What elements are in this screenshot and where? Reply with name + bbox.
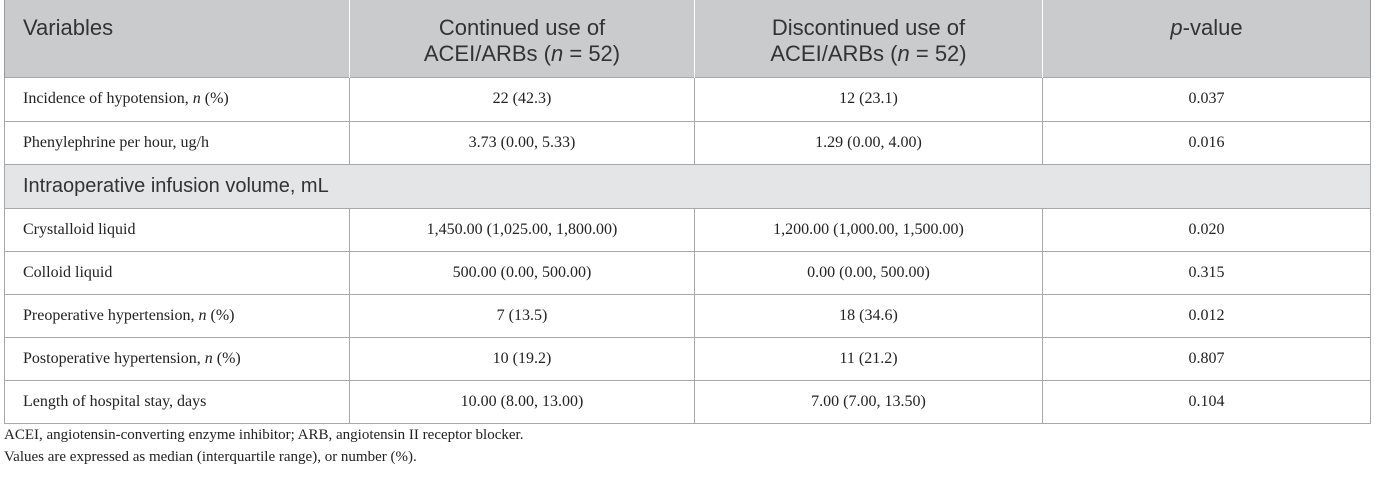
cell-discontinued: 0.00 (0.00, 500.00) <box>694 250 1043 295</box>
header-variables-label: Variables <box>23 15 114 40</box>
table-body: Incidence of hypotension, n (%) 22 (42.3… <box>4 76 1371 424</box>
header-continued-line2-post: = 52) <box>563 41 621 66</box>
header-discontinued-line2: ACEI/ARBs (n = 52) <box>703 41 1034 67</box>
row-label-text: Colloid liquid <box>23 263 113 281</box>
header-discontinued: Discontinued use of ACEI/ARBs (n = 52) <box>694 0 1043 77</box>
row-label-suffix: (%) <box>200 90 229 107</box>
results-table: Variables Continued use of ACEI/ARBs (n … <box>4 0 1371 424</box>
header-discontinued-line2-post: = 52) <box>909 41 967 66</box>
row-label: Crystalloid liquid <box>4 207 350 252</box>
row-label-text: Phenylephrine per hour, ug/h <box>23 133 209 151</box>
cell-continued: 10.00 (8.00, 13.00) <box>349 379 695 424</box>
cell-p-value: 0.315 <box>1042 250 1371 295</box>
header-discontinued-line1: Discontinued use of <box>771 15 966 40</box>
row-label-text: Incidence of hypotension, <box>23 90 193 107</box>
cell-p-value: 0.037 <box>1042 76 1371 122</box>
header-continued-n: n <box>551 41 564 66</box>
cell-continued: 1,450.00 (1,025.00, 1,800.00) <box>349 207 695 252</box>
row-label-text: Preoperative hypertension, <box>23 306 199 324</box>
header-continued-line2-pre: ACEI/ARBs ( <box>423 41 551 66</box>
header-continued-line1: Continued use of <box>438 15 606 40</box>
table-footnotes: ACEI, angiotensin-converting enzyme inhi… <box>4 424 1370 468</box>
header-discontinued-n: n <box>897 41 910 66</box>
table-row: Incidence of hypotension, n (%) 22 (42.3… <box>4 76 1371 122</box>
row-label: Preoperative hypertension, n (%) <box>4 293 350 338</box>
row-label-suffix: (%) <box>206 306 235 324</box>
results-table-container: Variables Continued use of ACEI/ARBs (n … <box>4 0 1371 424</box>
row-label-text: Length of hospital stay, days <box>23 392 207 410</box>
cell-continued: 3.73 (0.00, 5.33) <box>349 120 695 165</box>
row-label-italic: n <box>204 349 213 367</box>
section-row: Intraoperative infusion volume, mL <box>4 163 1371 209</box>
table-row: Preoperative hypertension, n (%) 7 (13.5… <box>4 293 1371 338</box>
section-heading: Intraoperative infusion volume, mL <box>4 163 1371 209</box>
header-variables: Variables <box>4 0 350 77</box>
row-label-text: Postoperative hypertension, <box>23 349 205 367</box>
cell-p-value: 0.020 <box>1042 207 1371 252</box>
cell-discontinued: 12 (23.1) <box>694 76 1043 122</box>
cell-p-value: 0.012 <box>1042 293 1371 338</box>
header-continued: Continued use of ACEI/ARBs (n = 52) <box>349 0 695 77</box>
row-label-text: Crystalloid liquid <box>23 220 136 238</box>
cell-p-value: 0.104 <box>1042 379 1371 424</box>
row-label-italic: n <box>192 90 201 107</box>
cell-discontinued: 7.00 (7.00, 13.50) <box>694 379 1043 424</box>
cell-discontinued: 18 (34.6) <box>694 293 1043 338</box>
cell-continued: 500.00 (0.00, 500.00) <box>349 250 695 295</box>
table-row: Colloid liquid 500.00 (0.00, 500.00) 0.0… <box>4 250 1371 295</box>
table-header-row: Variables Continued use of ACEI/ARBs (n … <box>4 0 1371 77</box>
cell-discontinued: 1.29 (0.00, 4.00) <box>694 120 1043 165</box>
row-label-italic: n <box>198 306 207 324</box>
row-label: Length of hospital stay, days <box>4 379 350 424</box>
header-p-value: p-value <box>1042 0 1371 77</box>
header-discontinued-line2-pre: ACEI/ARBs ( <box>770 41 898 66</box>
header-p-post: -value <box>1182 15 1243 40</box>
cell-continued: 22 (42.3) <box>349 76 695 122</box>
footnote-abbreviations: ACEI, angiotensin-converting enzyme inhi… <box>4 427 524 443</box>
row-label: Colloid liquid <box>4 250 350 295</box>
header-continued-line2: ACEI/ARBs (n = 52) <box>358 41 686 67</box>
cell-discontinued: 1,200.00 (1,000.00, 1,500.00) <box>694 207 1043 252</box>
cell-p-value: 0.807 <box>1042 336 1371 381</box>
cell-p-value: 0.016 <box>1042 120 1371 165</box>
table-row: Crystalloid liquid 1,450.00 (1,025.00, 1… <box>4 207 1371 252</box>
row-label: Postoperative hypertension, n (%) <box>4 336 350 381</box>
table-row: Phenylephrine per hour, ug/h 3.73 (0.00,… <box>4 120 1371 165</box>
table-row: Postoperative hypertension, n (%) 10 (19… <box>4 336 1371 381</box>
header-p-italic: p <box>1170 15 1183 40</box>
row-label: Incidence of hypotension, n (%) <box>4 76 350 122</box>
cell-discontinued: 11 (21.2) <box>694 336 1043 381</box>
cell-continued: 7 (13.5) <box>349 293 695 338</box>
table-row: Length of hospital stay, days 10.00 (8.0… <box>4 379 1371 424</box>
row-label-suffix: (%) <box>212 349 241 367</box>
cell-continued: 10 (19.2) <box>349 336 695 381</box>
footnote-values: Values are expressed as median (interqua… <box>4 449 417 465</box>
row-label: Phenylephrine per hour, ug/h <box>4 120 350 165</box>
